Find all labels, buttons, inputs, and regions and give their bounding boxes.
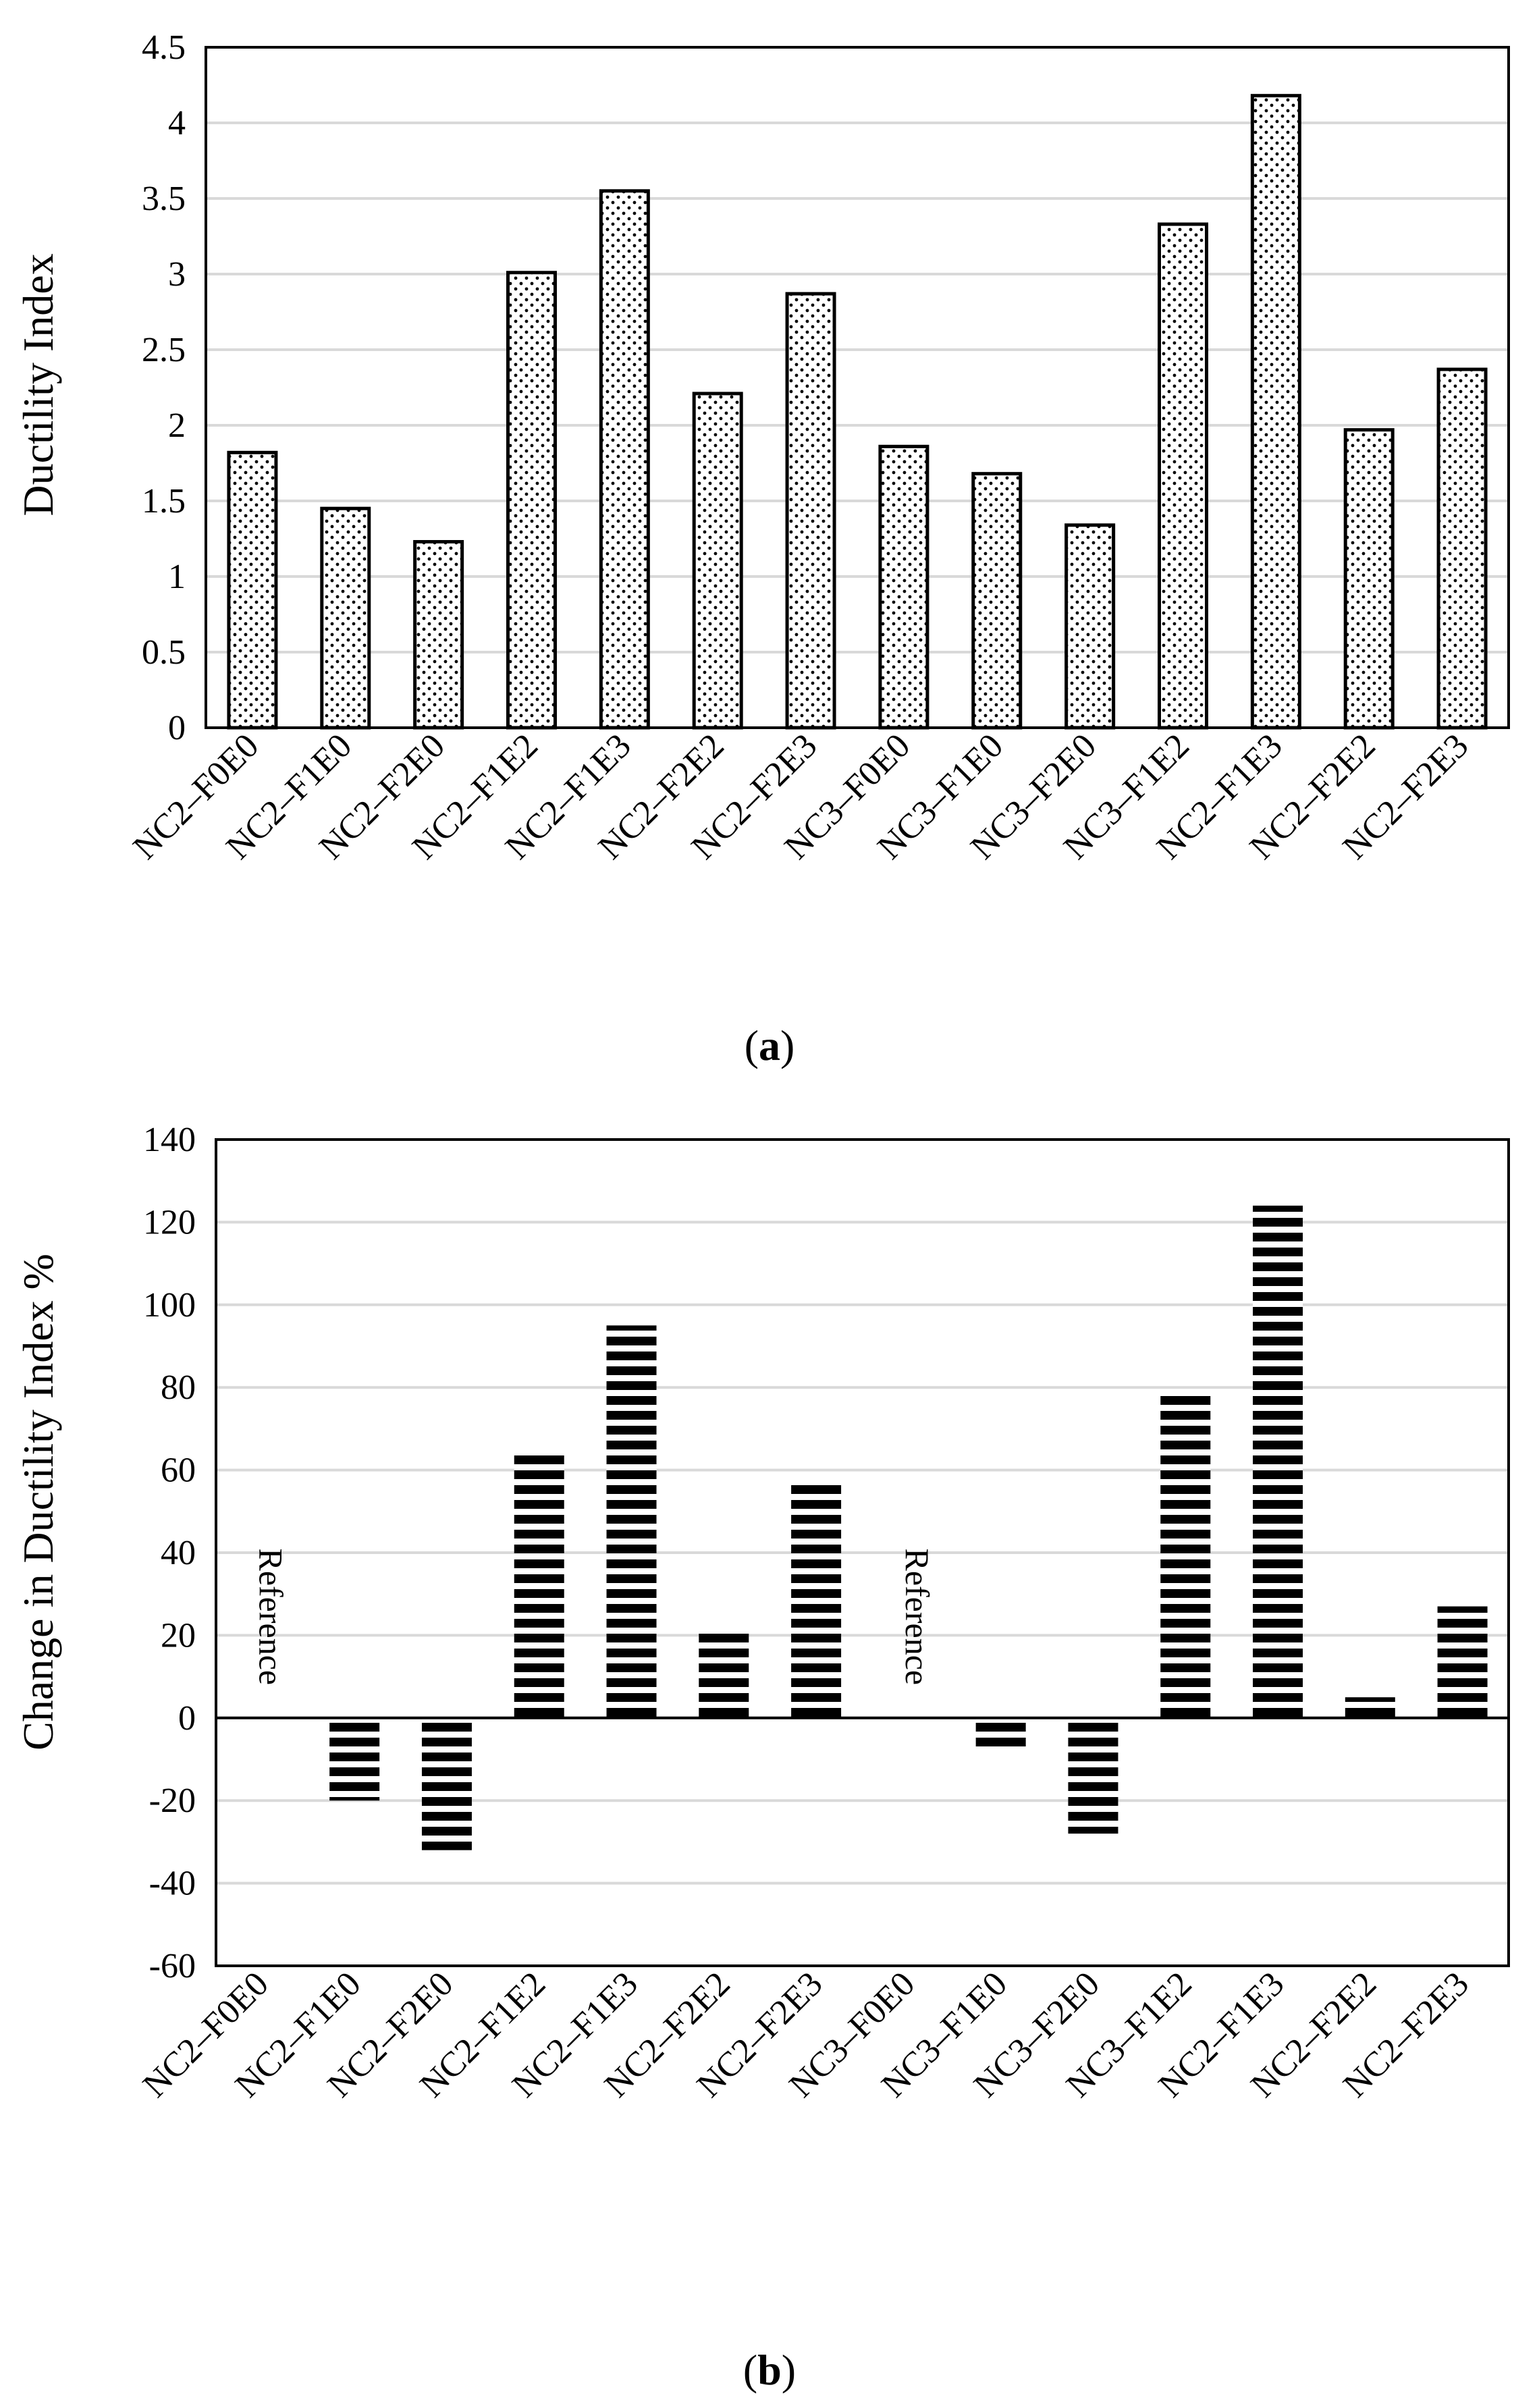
chart-b-y-tick-label: 20 xyxy=(161,1616,196,1655)
chart-a-caption: (a) xyxy=(745,1021,795,1069)
chart-a-caption-letter: a xyxy=(759,1021,780,1069)
chart-a-bar xyxy=(878,444,929,730)
chart-b-bar xyxy=(606,1325,657,1718)
chart-b-bar xyxy=(421,1717,472,1850)
chart-a-bar xyxy=(227,450,278,730)
chart-b-plot-frame xyxy=(215,1138,1510,1967)
chart-b-bar xyxy=(975,1717,1026,1747)
chart-b-y-tick-label: 60 xyxy=(161,1451,196,1490)
chart-b-bar xyxy=(1437,1606,1488,1718)
chart-a-y-tick-label: 1.5 xyxy=(142,482,186,520)
chart-b-gridlines xyxy=(216,1221,1509,1885)
chart-b-bar xyxy=(699,1631,749,1718)
chart-b-bar xyxy=(514,1453,564,1718)
chart-a-bar xyxy=(971,472,1023,730)
chart-a-y-axis-title: Ductility Index xyxy=(14,253,62,516)
chart-b-x-tick-labels: NC2–F0E0NC2–F1E0NC2–F2E0NC2–F1E2NC2–F1E3… xyxy=(136,1964,1476,2105)
chart-a-gridlines xyxy=(206,122,1509,653)
chart-b-reference-labels: Reference Reference xyxy=(252,1548,936,1685)
chart-b-y-axis-title: Change in Ductility Index % xyxy=(14,1254,62,1750)
chart-a-y-tick-label: 1 xyxy=(168,558,186,596)
chart-a-y-tick-label: 0.5 xyxy=(142,633,186,672)
chart-a-x-tick-labels: NC2–F0E0NC2–F1E0NC2–F2E0NC2–F1E2NC2–F1E3… xyxy=(126,726,1476,867)
chart-a-bar xyxy=(1158,222,1208,730)
chart-a-y-tick-label: 4.5 xyxy=(142,28,186,67)
chart-a-y-tick-label: 0 xyxy=(168,709,186,747)
chart-a-y-tick-label: 2 xyxy=(168,406,186,445)
chart-b-reference-label: Reference xyxy=(898,1548,936,1685)
chart-b-y-tick-label: -40 xyxy=(149,1865,196,1903)
chart-a-y-tick-label: 2.5 xyxy=(142,331,186,369)
chart-a-y-tick-label: 4 xyxy=(168,104,186,142)
chart-a-bar xyxy=(785,292,836,730)
chart-a-y-tick-label: 3 xyxy=(168,255,186,294)
chart-b-caption: (b) xyxy=(743,2346,796,2394)
chart-a-bar xyxy=(599,189,650,730)
chart-a-bar xyxy=(1436,367,1488,730)
chart-b-bar xyxy=(791,1482,842,1718)
chart-b-bars xyxy=(329,1205,1488,1850)
chart-b-bar xyxy=(329,1717,380,1801)
chart-b-y-tick-label: -20 xyxy=(149,1782,196,1820)
chart-b-y-tick-label: 80 xyxy=(161,1368,196,1407)
chart-b-y-tick-label: 0 xyxy=(178,1699,196,1738)
chart-a: 0 0.5 1 1.5 2 2.5 3 3.5 4 4.5 NC2–F0E0NC2–F1E0NC2… xyxy=(14,28,1510,1069)
chart-a-y-tick-label: 3.5 xyxy=(142,180,186,218)
chart-a-bar xyxy=(1250,94,1301,730)
chart-a-bar xyxy=(506,271,557,730)
chart-b-y-tick-label: 40 xyxy=(161,1534,196,1572)
chart-a-bar xyxy=(413,539,464,730)
chart-b-bar xyxy=(1068,1717,1118,1834)
chart-b-y-tick-labels: -60 -40 -20 0 20 40 60 80 100 120 140 xyxy=(143,1121,196,1985)
chart-a-bar xyxy=(320,506,371,730)
chart-b-reference-label: Reference xyxy=(252,1548,290,1685)
chart-b-y-tick-label: -60 xyxy=(149,1947,196,1985)
chart-a-plot-frame xyxy=(205,46,1510,729)
chart-a-bar xyxy=(692,392,743,730)
chart-a-y-tick-labels: 0 0.5 1 1.5 2 2.5 3 3.5 4 4.5 xyxy=(142,28,186,747)
chart-a-bar xyxy=(1064,523,1116,730)
chart-b-bar xyxy=(1160,1391,1211,1718)
chart-b-bar xyxy=(1253,1205,1303,1718)
chart-a-bars xyxy=(227,94,1488,730)
chart-b-caption-letter: b xyxy=(757,2346,782,2394)
chart-a-bar xyxy=(1343,428,1395,730)
chart-b-y-tick-label: 120 xyxy=(143,1203,196,1241)
chart-b-y-tick-label: 100 xyxy=(143,1286,196,1325)
chart-b-bar xyxy=(1345,1697,1395,1718)
chart-b: Reference Reference -60 -40 -20 0 20 40 60 80 100… xyxy=(14,1121,1510,2394)
chart-b-y-tick-label: 140 xyxy=(143,1121,196,1159)
